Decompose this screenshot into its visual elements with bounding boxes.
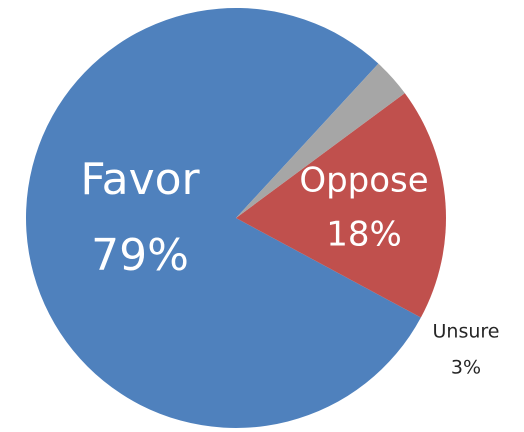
pie-slices xyxy=(25,8,446,429)
slice-value-label-favor: 79% xyxy=(91,230,189,281)
slice-category-label-oppose: Oppose xyxy=(299,161,428,201)
slice-category-label-favor: Favor xyxy=(80,154,200,205)
slice-category-label-unsure: Unsure xyxy=(433,321,500,343)
slice-value-label-oppose: 18% xyxy=(326,215,402,255)
pie-slice-favor xyxy=(25,8,421,429)
pie-labels: Favor 79% Oppose 18% Unsure 3% xyxy=(80,154,499,379)
slice-value-label-unsure: 3% xyxy=(451,357,481,379)
pie-slice-oppose xyxy=(236,93,446,318)
pie-slice-unsure xyxy=(236,63,405,218)
